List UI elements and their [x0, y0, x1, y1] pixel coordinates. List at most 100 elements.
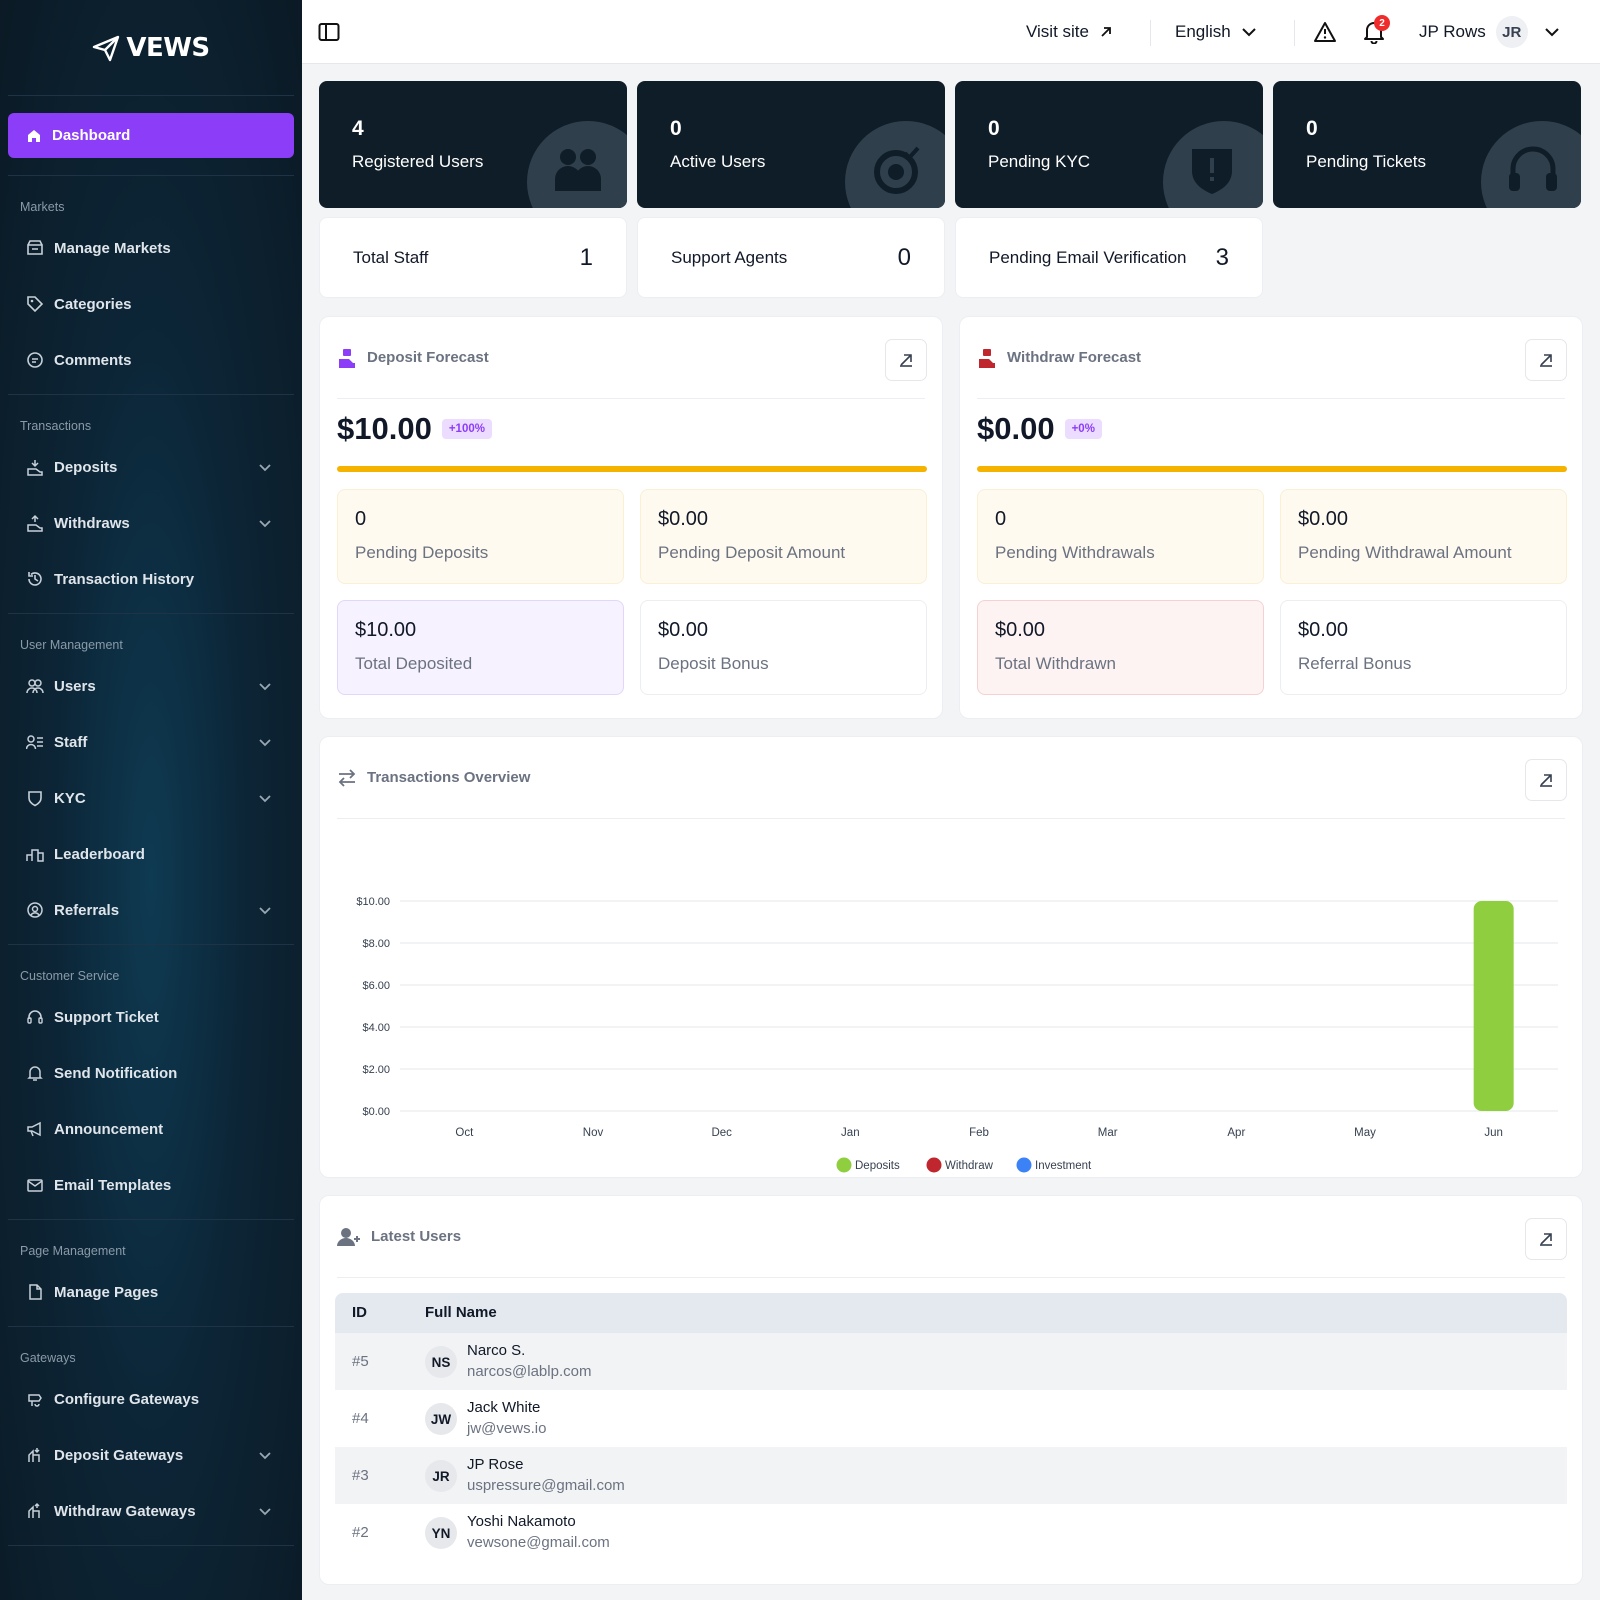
sidebar-item-support-ticket[interactable]: Support Ticket [0, 989, 302, 1045]
stat-card-registered-users[interactable]: 4 Registered Users [319, 81, 627, 208]
table-row[interactable]: #4 JW Jack White jw@vews.io [335, 1390, 1567, 1447]
stat-value: 0 [1306, 117, 1318, 140]
panel-title: Withdraw Forecast [1007, 349, 1142, 366]
user-full-name[interactable]: Yoshi Nakamoto [467, 1513, 576, 1530]
sidebar-item-configure-gateways[interactable]: Configure Gateways [0, 1371, 302, 1427]
stat-card-active-users[interactable]: 0 Active Users [637, 81, 945, 208]
pending-withdrawal-amount-card[interactable]: $0.00 Pending Withdrawal Amount [1280, 489, 1567, 584]
total-withdrawn-card[interactable]: $0.00 Total Withdrawn [977, 600, 1264, 695]
open-deposit-forecast-button[interactable] [885, 339, 927, 381]
box-label: Pending Deposits [355, 543, 489, 562]
user-full-name[interactable]: JP Rose [467, 1456, 524, 1473]
staff-icon [26, 733, 44, 751]
transfer-arrows-icon [338, 768, 356, 787]
open-users-button[interactable] [1525, 1218, 1567, 1260]
stat-card-pending-kyc[interactable]: 0 Pending KYC [955, 81, 1263, 208]
sidebar-section-label: Page Management [20, 1244, 126, 1258]
sidebar-item-withdraws[interactable]: Withdraws [0, 495, 302, 551]
sidebar-item-deposit-gateways[interactable]: Deposit Gateways [0, 1427, 302, 1483]
sidebar-item-staff[interactable]: Staff [0, 714, 302, 770]
sidebar-item-manage-pages[interactable]: Manage Pages [0, 1264, 302, 1320]
y-tick-label: $8.00 [362, 938, 390, 950]
withdraw-hand-icon [979, 348, 995, 368]
chevron-down-icon [1242, 28, 1256, 37]
sidebar-item-label: Transaction History [54, 570, 195, 588]
box-label: Total Withdrawn [995, 654, 1116, 673]
sidebar-item-referrals[interactable]: Referrals [0, 882, 302, 938]
open-withdraw-forecast-button[interactable] [1525, 339, 1567, 381]
external-arrow-icon [1540, 1233, 1552, 1246]
mail-icon [26, 1176, 44, 1194]
pending-withdrawals-card[interactable]: 0 Pending Withdrawals [977, 489, 1264, 584]
table-row[interactable]: #3 JR JP Rose uspressure@gmail.com [335, 1447, 1567, 1504]
panel-title: Deposit Forecast [367, 349, 489, 366]
withdraw-gateway-icon [26, 1502, 44, 1520]
table-row[interactable]: #5 NS Narco S. narcos@lablp.com [335, 1333, 1567, 1390]
sidebar-item-categories[interactable]: Categories [0, 276, 302, 332]
sidebar-item-withdraw-gateways[interactable]: Withdraw Gateways [0, 1483, 302, 1539]
transactions-overview-panel: Transactions Overview $0.00 $2.00 $4.00 $6.… [319, 736, 1583, 1178]
sidebar-toggle-button[interactable] [318, 0, 340, 64]
stat-value: 0 [988, 117, 1000, 140]
sidebar-item-transaction-history[interactable]: Transaction History [0, 551, 302, 607]
open-transactions-button[interactable] [1525, 759, 1567, 801]
mini-stat-value: 3 [1215, 243, 1229, 271]
notifications-button[interactable] [1363, 0, 1385, 64]
box-value: $0.00 [995, 619, 1046, 641]
sidebar-item-dashboard[interactable]: Dashboard [8, 113, 294, 158]
forecast-progress-bar [977, 466, 1567, 472]
user-full-name[interactable]: Jack White [467, 1399, 541, 1416]
sidebar-item-announcement[interactable]: Announcement [0, 1101, 302, 1157]
language-select[interactable]: English [1175, 0, 1257, 64]
comment-icon [26, 351, 44, 369]
sidebar-item-label: Email Templates [54, 1176, 172, 1194]
sidebar-item-label: Configure Gateways [54, 1390, 200, 1408]
box-value: $0.00 [1298, 619, 1349, 641]
alert-button[interactable] [1313, 0, 1337, 64]
stat-icon-circle [527, 121, 627, 208]
forecast-amount-row: $0.00 +0% [977, 411, 1102, 447]
sidebar-section-label: Customer Service [20, 969, 120, 983]
sidebar-item-deposits[interactable]: Deposits [0, 439, 302, 495]
sidebar-item-email-templates[interactable]: Email Templates [0, 1157, 302, 1213]
sidebar-item-label: Support Ticket [54, 1008, 159, 1026]
x-tick-label: Jun [1484, 1127, 1503, 1139]
user-full-name[interactable]: Narco S. [467, 1342, 526, 1359]
divider [8, 1545, 294, 1546]
sidebar-item-label: Announcement [54, 1120, 164, 1138]
visit-site-link[interactable]: Visit site [1026, 0, 1113, 64]
sidebar-item-users[interactable]: Users [0, 658, 302, 714]
sidebar-item-leaderboard[interactable]: Leaderboard [0, 826, 302, 882]
pending-deposit-amount-card[interactable]: $0.00 Pending Deposit Amount [640, 489, 927, 584]
legend-marker [1016, 1157, 1032, 1173]
stat-card-pending-tickets[interactable]: 0 Pending Tickets [1273, 81, 1581, 208]
panel-header: Deposit Forecast [337, 317, 925, 399]
pending-deposits-card[interactable]: 0 Pending Deposits [337, 489, 624, 584]
mini-stat-pending-email-verification[interactable]: Pending Email Verification 3 [955, 217, 1263, 298]
gateway-icon [26, 1390, 44, 1408]
stat-icon-circle [1481, 121, 1581, 208]
user-email: narcos@lablp.com [467, 1363, 592, 1380]
total-deposited-card[interactable]: $10.00 Total Deposited [337, 600, 624, 695]
brand-logo[interactable]: VEWS [8, 0, 294, 96]
sidebar: VEWS Dashboard Markets Manage Markets Cate… [0, 0, 302, 1600]
sidebar-item-manage-markets[interactable]: Manage Markets [0, 220, 302, 276]
referral-bonus-card[interactable]: $0.00 Referral Bonus [1280, 600, 1567, 695]
mini-stat-label: Support Agents [671, 247, 788, 267]
sidebar-item-label: Deposits [54, 458, 118, 476]
deposit-bonus-card[interactable]: $0.00 Deposit Bonus [640, 600, 927, 695]
stat-label: Registered Users [352, 152, 484, 171]
table-row[interactable]: #2 YN Yoshi Nakamoto vewsone@gmail.com [335, 1504, 1567, 1561]
box-value: $0.00 [658, 508, 709, 530]
paper-plane-icon [93, 35, 120, 61]
sidebar-item-kyc[interactable]: KYC [0, 770, 302, 826]
sidebar-item-label: Leaderboard [54, 845, 145, 863]
sidebar-item-comments[interactable]: Comments [0, 332, 302, 388]
sidebar-item-send-notification[interactable]: Send Notification [0, 1045, 302, 1101]
mini-stat-total-staff[interactable]: Total Staff 1 [319, 217, 627, 298]
sidebar-item-label: Referrals [54, 901, 120, 919]
mini-stat-support-agents[interactable]: Support Agents 0 [637, 217, 945, 298]
x-tick-label: Jan [841, 1127, 860, 1139]
sidebar-section-label: Markets [20, 200, 65, 214]
user-menu[interactable]: JP Rows JR [1419, 0, 1560, 64]
